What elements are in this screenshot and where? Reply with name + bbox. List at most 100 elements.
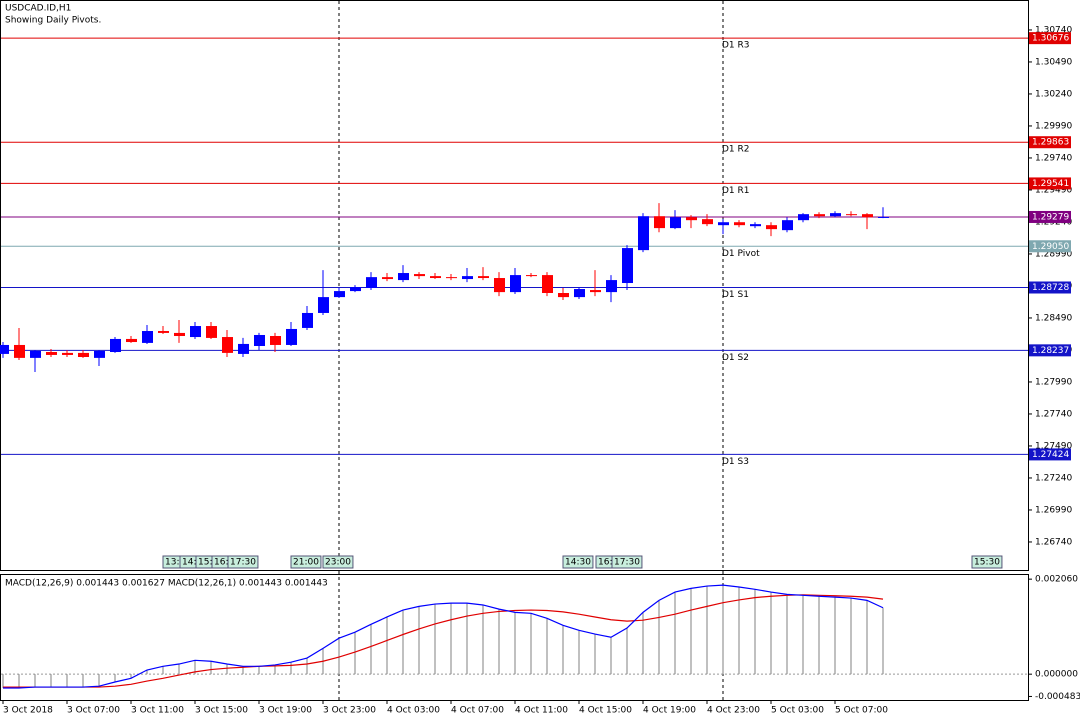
- pivot-value-label: 1.28728: [1032, 283, 1069, 293]
- event-marker-box: [290, 555, 322, 569]
- pivot-label: D1 S3: [722, 457, 749, 467]
- macd-line: [3, 584, 884, 689]
- y-tick-label: 1.27240: [1035, 473, 1072, 483]
- event-marker-box: [227, 555, 259, 569]
- pivot-label: D1 R3: [722, 41, 750, 51]
- event-marker: 17:30: [230, 558, 256, 568]
- event-marker: 15:: [198, 558, 212, 568]
- candle-body: [94, 350, 105, 358]
- macd-y-tick-label: 0.000000: [1035, 670, 1078, 680]
- candle-body: [14, 344, 25, 358]
- candle-body: [126, 338, 137, 343]
- pivot-value-label-box: [1029, 448, 1071, 461]
- y-tick-label: 1.28990: [1035, 249, 1072, 259]
- candle-body: [350, 287, 361, 292]
- candle-body: [558, 293, 569, 298]
- candle-body: [142, 331, 153, 343]
- y-tick-label: 1.27990: [1035, 377, 1072, 387]
- y-tick-label: 1.28490: [1035, 313, 1072, 323]
- macd-title: MACD(12,26,9) 0.001443 0.001627 MACD(12,…: [5, 579, 328, 589]
- pivot-value-label-box: [1029, 281, 1071, 294]
- candle-body: [302, 312, 313, 328]
- event-marker: 13:: [165, 558, 179, 568]
- candle-body: [686, 217, 697, 221]
- event-marker-box: [562, 555, 594, 569]
- candle-body: [158, 331, 169, 333]
- candle-body: [494, 278, 505, 293]
- y-tick-label: 1.30740: [1035, 25, 1072, 35]
- pivot-value-label-box: [1029, 136, 1071, 149]
- candle-body: [606, 280, 617, 293]
- x-tick-label: 4 Oct 03:00: [387, 706, 440, 716]
- candle-body: [590, 290, 601, 293]
- event-marker: 16:: [598, 558, 612, 568]
- pivot-label: D1 Pivot: [722, 249, 760, 259]
- candle-body: [654, 216, 665, 229]
- x-tick-label: 4 Oct 07:00: [451, 706, 504, 716]
- x-tick-label: 4 Oct 11:00: [515, 706, 568, 716]
- event-marker-box: [322, 555, 354, 569]
- x-tick-label: 3 Oct 07:00: [67, 706, 120, 716]
- candle-body: [670, 217, 681, 229]
- y-tick-label: 1.26740: [1035, 537, 1072, 547]
- candle-body: [478, 276, 489, 279]
- x-tick-label: 3 Oct 19:00: [259, 706, 312, 716]
- candle-body: [174, 332, 185, 337]
- y-tick-label: 1.29740: [1035, 153, 1072, 163]
- pivot-value-label-box: [1029, 32, 1071, 45]
- candle-body: [254, 334, 265, 346]
- candle-body: [830, 213, 841, 217]
- pivot-value-label: 1.27424: [1032, 450, 1069, 460]
- candle-body: [382, 277, 393, 280]
- x-tick-label: 3 Oct 11:00: [131, 706, 184, 716]
- x-tick-label: 3 Oct 15:00: [195, 706, 248, 716]
- candle-body: [430, 276, 441, 279]
- y-tick-label: 1.26990: [1035, 505, 1072, 515]
- y-tick-label: 1.30240: [1035, 89, 1072, 99]
- y-tick-label: 1.29990: [1035, 121, 1072, 131]
- pivot-value-label: 1.29050: [1032, 242, 1069, 252]
- chart-subtitle: Showing Daily Pivots.: [5, 16, 101, 26]
- candle-body: [638, 216, 649, 251]
- candle-body: [510, 275, 521, 293]
- candle-body: [782, 220, 793, 231]
- bid-label: 1.29279: [1032, 212, 1069, 222]
- x-tick-label: 4 Oct 23:00: [707, 706, 760, 716]
- candle-body: [574, 289, 585, 298]
- y-tick-label: 1.27740: [1035, 409, 1072, 419]
- pivot-value-label: 1.29541: [1032, 179, 1069, 189]
- x-tick-label: 5 Oct 03:00: [771, 706, 824, 716]
- candle-body: [702, 219, 713, 225]
- candle-body: [846, 214, 857, 216]
- y-tick-label: 1.27490: [1035, 441, 1072, 451]
- candle-body: [622, 248, 633, 284]
- bid-label-box: [1029, 210, 1071, 223]
- x-tick-label: 5 Oct 07:00: [835, 706, 888, 716]
- candle-body: [62, 352, 73, 355]
- candle-body: [0, 344, 9, 354]
- candle-body: [398, 273, 409, 281]
- candle-body: [78, 352, 89, 358]
- candle-body: [878, 216, 889, 218]
- candle-body: [766, 225, 777, 230]
- candle-body: [862, 214, 873, 218]
- macd-y-tick-label: 0.002060: [1035, 575, 1078, 585]
- pivot-label: D1 R1: [722, 186, 750, 196]
- macd-signal-line: [3, 594, 884, 688]
- candle-body: [222, 337, 233, 353]
- candle-body: [446, 277, 457, 279]
- candle-body: [718, 222, 729, 226]
- pivot-label: D1 R2: [722, 145, 750, 155]
- pivot-value-label: 1.28237: [1032, 346, 1069, 356]
- event-marker: 14:: [182, 558, 196, 568]
- x-tick-label: 4 Oct 15:00: [579, 706, 632, 716]
- candle-body: [46, 352, 57, 355]
- x-tick-label: 3 Oct 2018: [3, 706, 53, 716]
- event-marker: 23:00: [325, 558, 351, 568]
- candle-body: [270, 336, 281, 345]
- candle-body: [334, 291, 345, 298]
- y-tick-label: 1.29490: [1035, 185, 1072, 195]
- event-marker: 21:00: [293, 558, 319, 568]
- candle-body: [750, 224, 761, 227]
- event-marker-box: [611, 555, 643, 569]
